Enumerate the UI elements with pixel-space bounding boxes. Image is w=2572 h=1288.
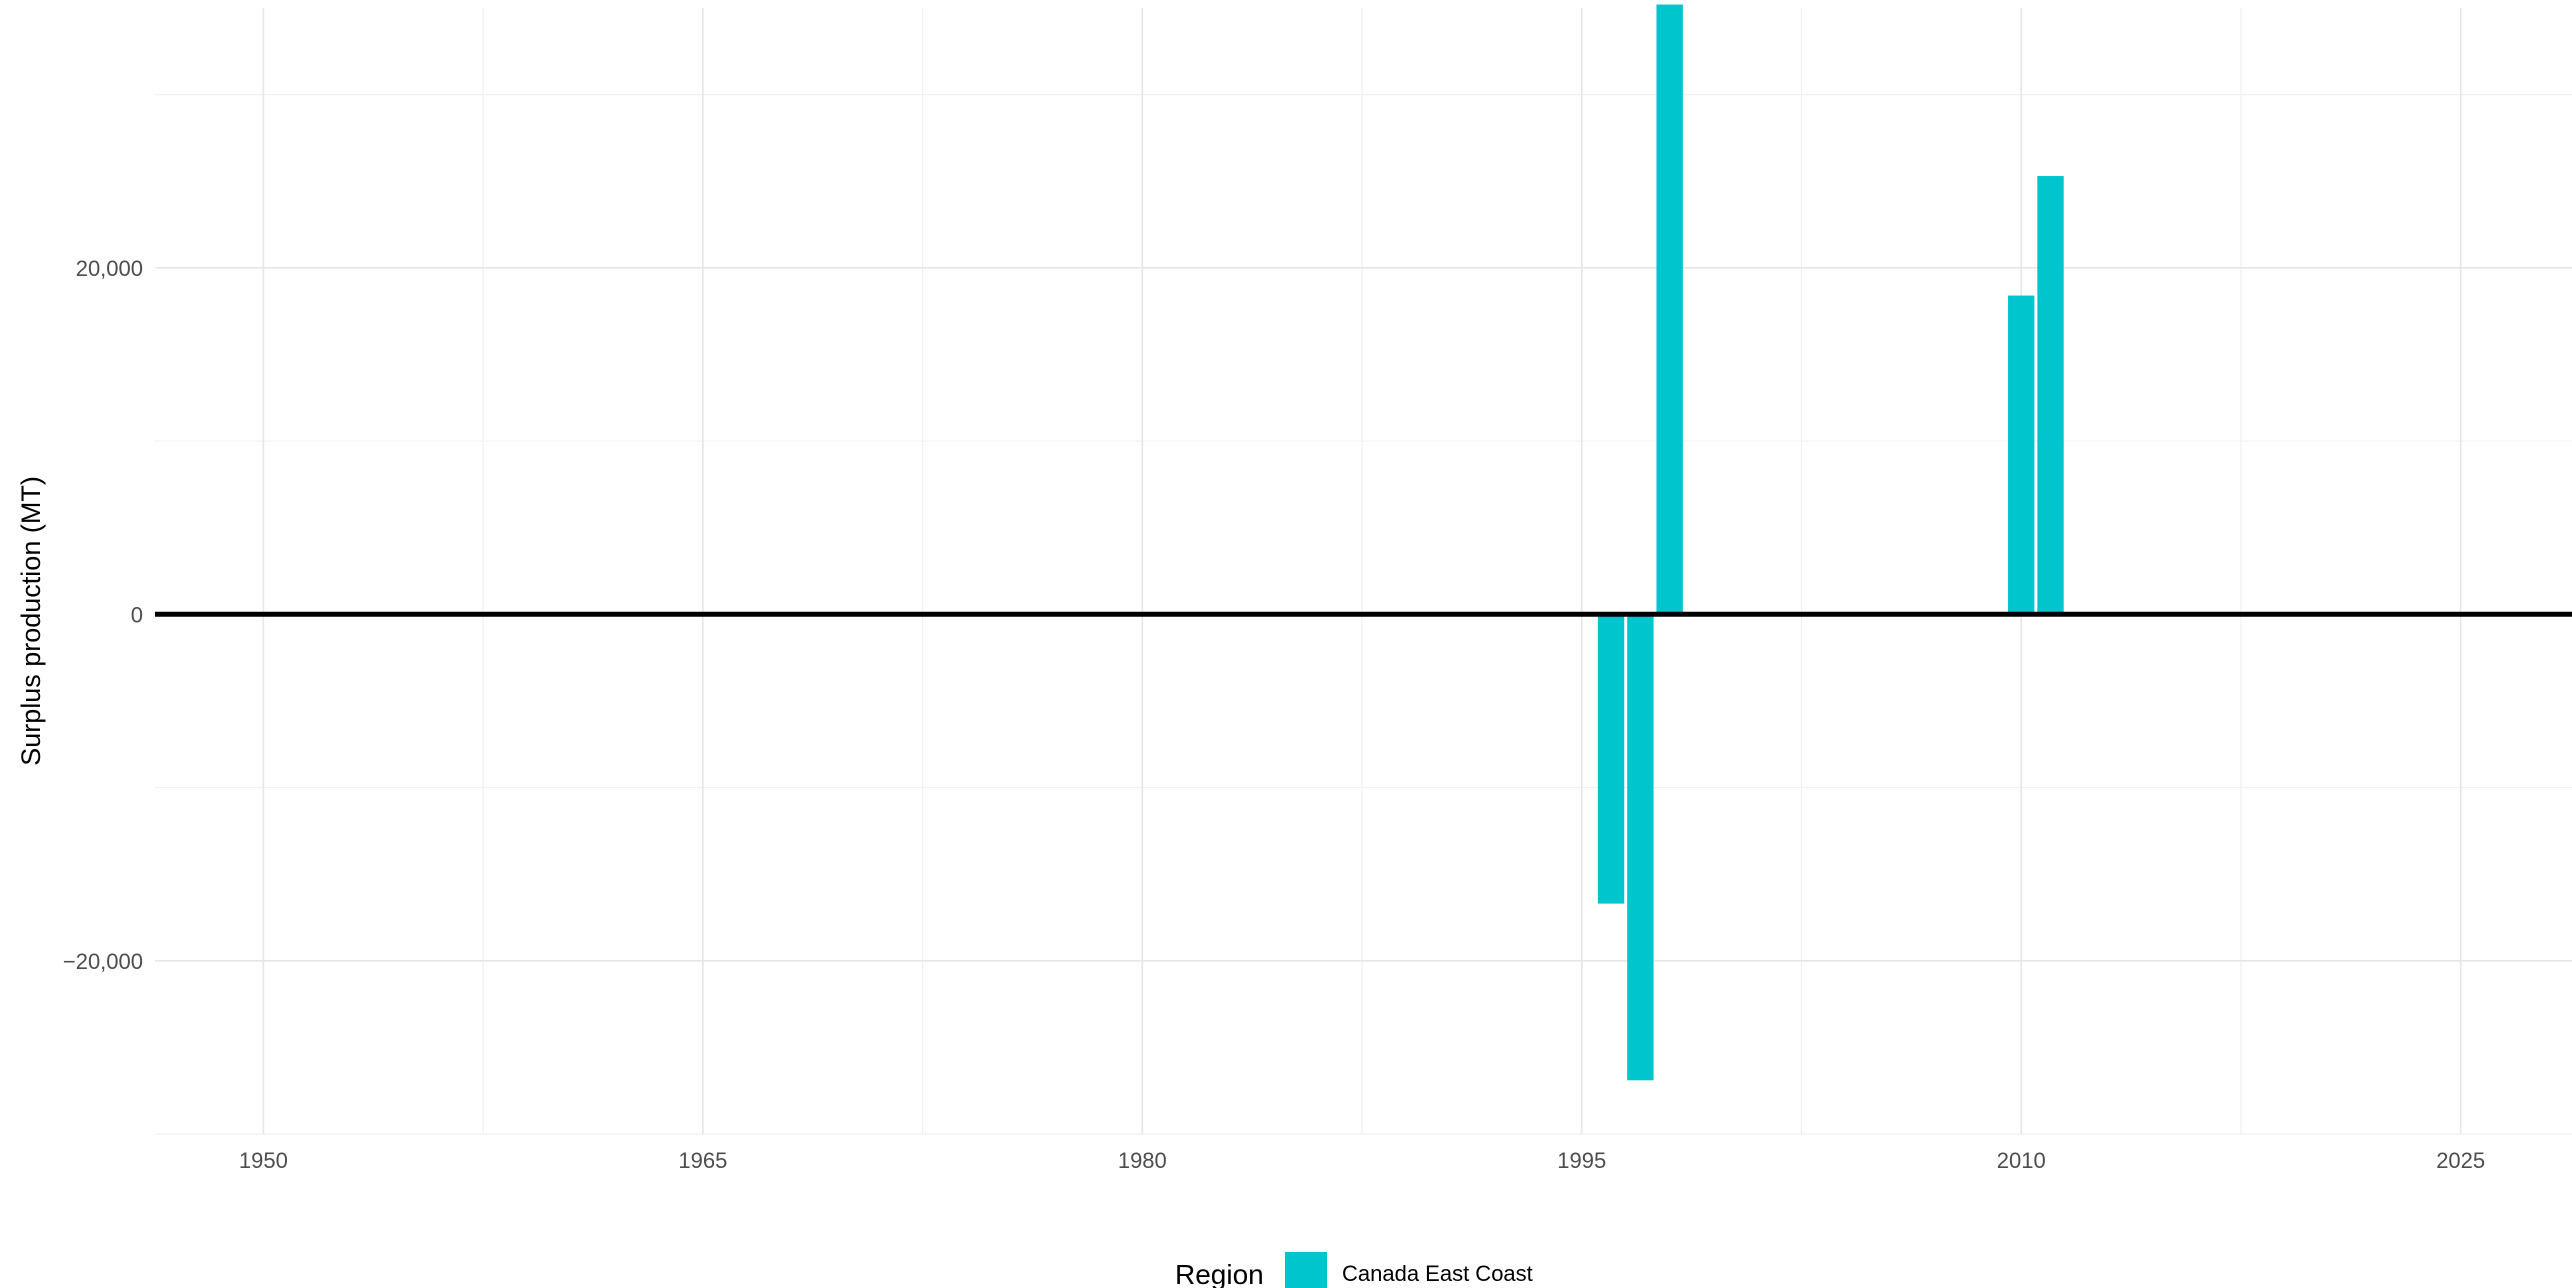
legend-label-canada-east-coast: Canada East Coast	[1342, 1261, 1533, 1286]
bar-2010	[2008, 295, 2035, 615]
y-tick-label: −20,000	[63, 949, 143, 974]
bar-1996	[1597, 614, 1625, 904]
bar-2011	[2037, 176, 2064, 615]
y-tick-label: 20,000	[76, 256, 143, 281]
x-tick-label: 1980	[1118, 1148, 1167, 1173]
bars	[1597, 4, 2064, 1081]
x-tick-label: 2010	[1997, 1148, 2046, 1173]
x-tick-label: 2025	[2436, 1148, 2485, 1173]
x-tick-label: 1965	[678, 1148, 727, 1173]
tick-labels: 1950 1965 1980 1995 2010 2025 −20,000 0 20,000	[63, 256, 2485, 1173]
legend-key-canada-east-coast	[1285, 1252, 1327, 1288]
y-axis-title: Surplus production (MT)	[16, 476, 46, 766]
grid-lines	[155, 8, 2572, 1135]
y-tick-label: 0	[131, 602, 143, 627]
legend: Region Canada East Coast	[1175, 1252, 1533, 1288]
x-tick-label: 1995	[1557, 1148, 1606, 1173]
x-tick-label: 1950	[239, 1148, 288, 1173]
bar-1997	[1627, 614, 1654, 1081]
bar-1998	[1656, 4, 1683, 615]
legend-title: Region	[1175, 1259, 1264, 1288]
